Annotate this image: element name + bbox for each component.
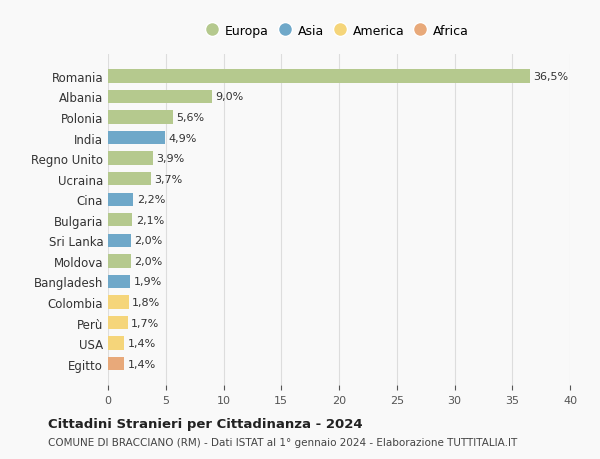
Text: 2,0%: 2,0% xyxy=(134,256,163,266)
Bar xyxy=(108,193,133,207)
Bar xyxy=(108,173,151,186)
Bar xyxy=(108,296,129,309)
Bar xyxy=(108,111,173,124)
Text: 1,4%: 1,4% xyxy=(128,338,156,348)
Text: 1,9%: 1,9% xyxy=(133,277,161,287)
Text: 1,8%: 1,8% xyxy=(132,297,161,308)
Text: 3,9%: 3,9% xyxy=(157,154,185,164)
Bar xyxy=(108,152,153,165)
Bar xyxy=(108,357,124,370)
Bar xyxy=(108,255,131,268)
Text: 36,5%: 36,5% xyxy=(533,72,568,82)
Bar xyxy=(108,70,530,84)
Text: 3,7%: 3,7% xyxy=(154,174,182,185)
Bar xyxy=(108,337,124,350)
Text: 9,0%: 9,0% xyxy=(215,92,244,102)
Bar xyxy=(108,316,128,330)
Text: 2,1%: 2,1% xyxy=(136,215,164,225)
Text: 2,2%: 2,2% xyxy=(137,195,165,205)
Bar xyxy=(108,132,164,145)
Text: 4,9%: 4,9% xyxy=(168,133,196,143)
Text: Cittadini Stranieri per Cittadinanza - 2024: Cittadini Stranieri per Cittadinanza - 2… xyxy=(48,417,362,430)
Text: COMUNE DI BRACCIANO (RM) - Dati ISTAT al 1° gennaio 2024 - Elaborazione TUTTITAL: COMUNE DI BRACCIANO (RM) - Dati ISTAT al… xyxy=(48,437,517,447)
Text: 5,6%: 5,6% xyxy=(176,113,204,123)
Bar xyxy=(108,90,212,104)
Text: 1,4%: 1,4% xyxy=(128,359,156,369)
Text: 1,7%: 1,7% xyxy=(131,318,160,328)
Bar xyxy=(108,234,131,247)
Bar xyxy=(108,213,132,227)
Text: 2,0%: 2,0% xyxy=(134,236,163,246)
Bar xyxy=(108,275,130,289)
Legend: Europa, Asia, America, Africa: Europa, Asia, America, Africa xyxy=(203,18,475,44)
